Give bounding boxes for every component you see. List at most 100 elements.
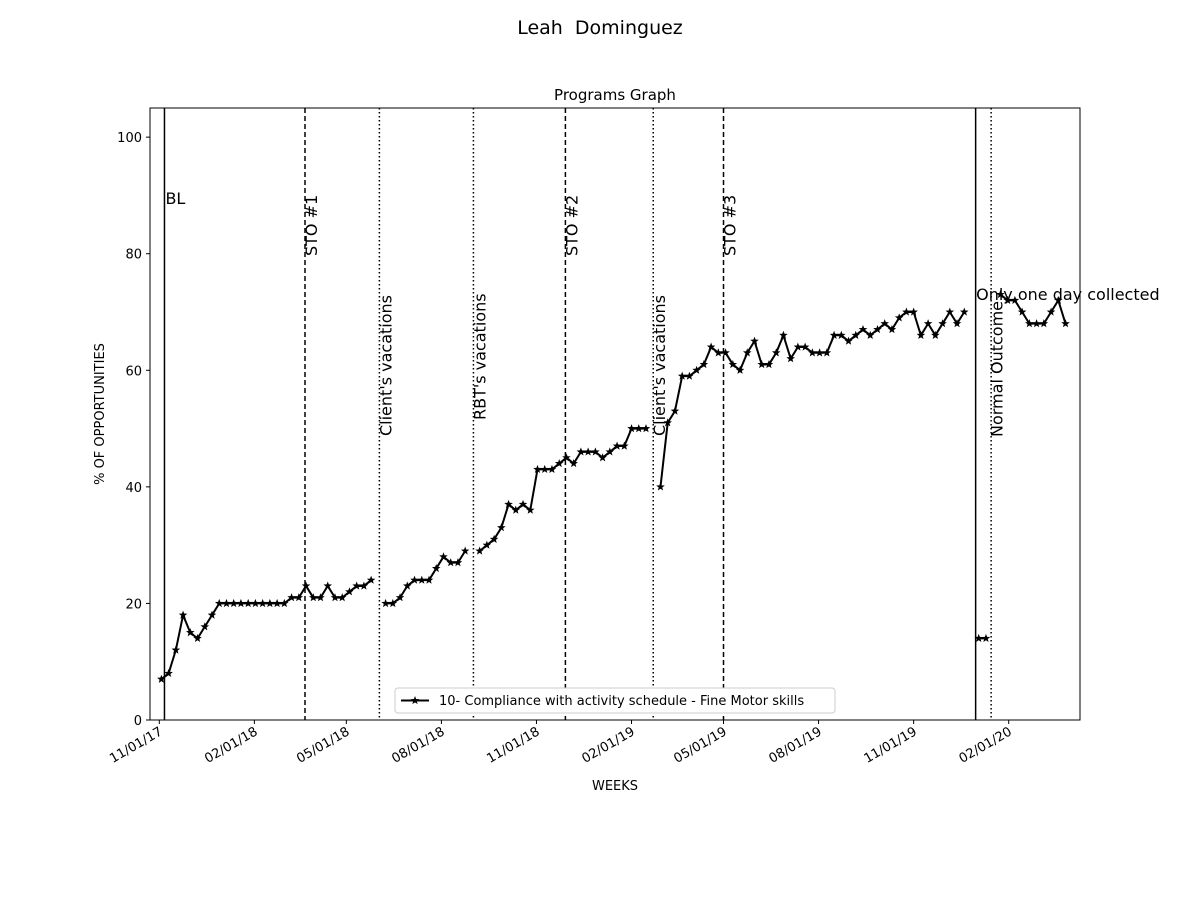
marker [446,558,455,567]
marker [424,575,434,584]
marker [381,598,390,608]
phase-label: STO #1 [302,195,321,256]
phase-label: Client's vacations [650,295,669,436]
marker [735,365,745,374]
phase-label: Only one day collected [976,285,1159,304]
marker [887,324,897,334]
marker [214,598,224,608]
legend-label: 10- Compliance with activity schedule - … [439,694,804,709]
phase-label: BL [165,189,185,208]
marker [873,324,882,334]
marker [837,330,846,339]
marker [403,581,412,590]
marker [525,505,535,514]
marker [164,668,173,678]
marker [663,418,672,427]
marker [996,290,1005,299]
marker [909,307,918,316]
marker [554,459,564,468]
marker [634,424,644,433]
marker [193,633,202,643]
marker [757,359,767,369]
marker [366,575,376,584]
marker [1010,295,1020,304]
marker [308,593,318,602]
marker [562,453,571,462]
chart-title: Leah Dominguez [517,17,683,39]
marker [670,406,680,415]
phase-label: STO #3 [721,195,740,256]
marker [540,464,550,474]
y-tick-label: 60 [125,364,142,379]
marker [207,610,217,619]
marker [829,330,839,339]
marker [186,628,195,637]
marker [533,464,542,474]
plot-frame [149,107,1081,721]
marker [388,598,398,608]
marker [1046,307,1056,316]
marker [808,348,817,357]
marker [171,645,181,654]
marker [605,447,615,456]
marker [902,307,911,316]
marker [779,330,788,339]
marker [439,552,448,561]
marker [880,319,889,328]
marker [511,505,521,514]
marker [771,348,781,357]
marker [721,348,730,357]
marker [345,587,354,596]
marker [518,499,528,508]
marker [460,546,470,555]
marker [258,598,267,608]
marker [489,534,499,543]
marker [294,593,304,602]
y-axis-label: % OF OPPORTUNITIES [93,343,108,485]
x-axis-label: WEEKS [592,779,638,794]
marker [750,336,759,345]
marker [475,546,484,555]
marker [822,348,832,357]
marker [714,348,723,357]
marker [280,598,289,608]
marker [591,447,600,456]
marker [612,441,622,450]
phase-label: RBT's vacations [470,293,489,420]
marker [482,540,492,549]
marker [265,598,275,608]
marker [793,342,803,351]
y-tick-label: 0 [134,714,142,729]
marker [786,354,795,363]
marker [923,319,933,328]
marker [251,598,260,608]
marker [272,598,282,608]
marker [800,342,810,351]
marker [656,482,665,491]
y-tick-label: 40 [125,481,142,496]
marker [742,348,752,357]
marker [395,593,405,602]
marker [243,598,253,608]
marker [497,523,506,532]
marker [229,598,238,608]
marker [945,307,955,316]
marker [330,593,340,602]
marker [858,324,868,334]
marker [200,622,210,631]
marker [222,598,231,608]
marker [569,459,578,468]
marker [815,348,824,357]
marker [916,330,926,339]
marker [931,330,940,339]
marker [337,593,347,602]
marker [641,424,651,433]
marker [627,424,636,433]
phase-label: Normal Outcome [988,301,1007,437]
phase-label: Client's vacations [376,295,395,436]
marker [583,447,593,456]
marker [692,365,701,374]
marker [894,313,904,322]
marker [1054,295,1063,304]
